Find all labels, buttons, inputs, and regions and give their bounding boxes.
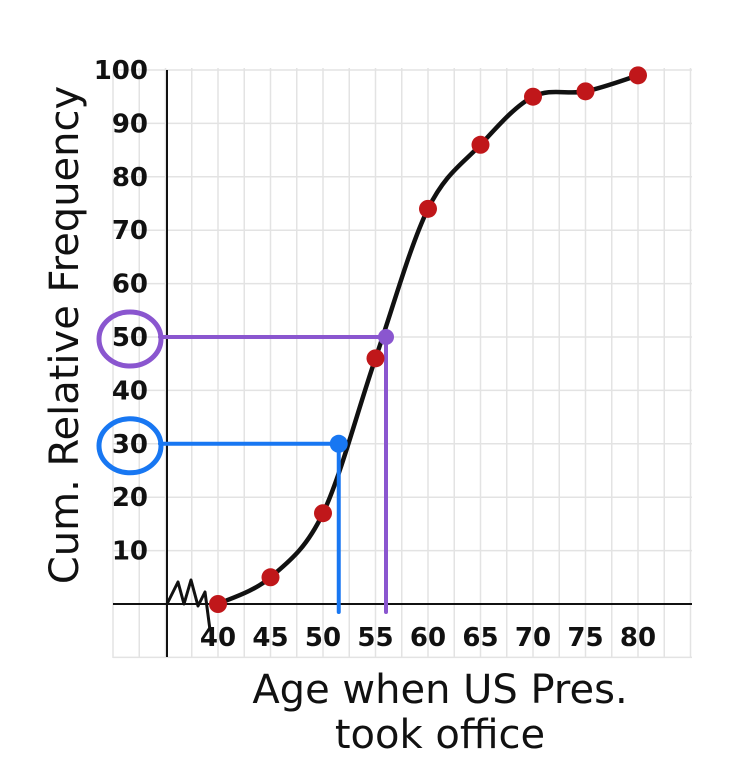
data-point — [209, 595, 227, 613]
cumulative-frequency-curve — [215, 73, 641, 607]
y-tick-label: 40 — [112, 376, 148, 406]
x-tick-label: 50 — [305, 623, 341, 653]
axis-break-squiggle — [165, 578, 212, 632]
y-tick-label: 90 — [112, 109, 148, 139]
x-tick-label: 55 — [357, 623, 393, 653]
annotation-point — [378, 329, 394, 345]
annotation-circle — [96, 416, 164, 476]
curve-layer — [215, 73, 641, 607]
data-point — [576, 82, 595, 101]
y-tick-label: 80 — [112, 163, 148, 193]
y-tick-label: 70 — [112, 216, 148, 246]
data-point — [314, 504, 332, 523]
y-axis-title: Cum. Relative Frequency — [42, 86, 88, 584]
data-point — [629, 66, 647, 85]
y-tick-label: 30 — [112, 430, 148, 460]
x-tick-label: 40 — [200, 623, 236, 653]
x-tick-label: 75 — [567, 623, 603, 653]
data-point — [419, 199, 437, 218]
data-point — [524, 87, 542, 106]
y-tick-label: 20 — [112, 483, 148, 513]
annotation-circle — [96, 309, 164, 369]
x-tick-label: 65 — [462, 623, 498, 653]
x-tick-label: 45 — [252, 623, 288, 653]
x-tick-label: 80 — [620, 623, 656, 653]
x-axis-title-line-2: took office — [335, 712, 545, 758]
annotation-point — [329, 434, 348, 453]
y-tick-label: 10 — [112, 537, 148, 567]
y-tick-label: 50 — [112, 323, 148, 353]
y-tick-label: 100 — [94, 56, 148, 86]
tick-labels: 40 45 50 55 60 65 70 75 80 10 20 30 40 50 60 70 80 90 100 — [94, 56, 656, 653]
annotations — [96, 309, 394, 614]
data-point — [261, 568, 280, 587]
x-tick-label: 60 — [410, 623, 446, 653]
data-point — [366, 349, 385, 368]
x-axis-title-line-1: Age when US Pres. — [252, 667, 627, 713]
y-tick-label: 60 — [112, 270, 148, 300]
x-tick-label: 70 — [515, 623, 551, 653]
points-layer — [209, 66, 647, 613]
data-point — [471, 135, 490, 154]
